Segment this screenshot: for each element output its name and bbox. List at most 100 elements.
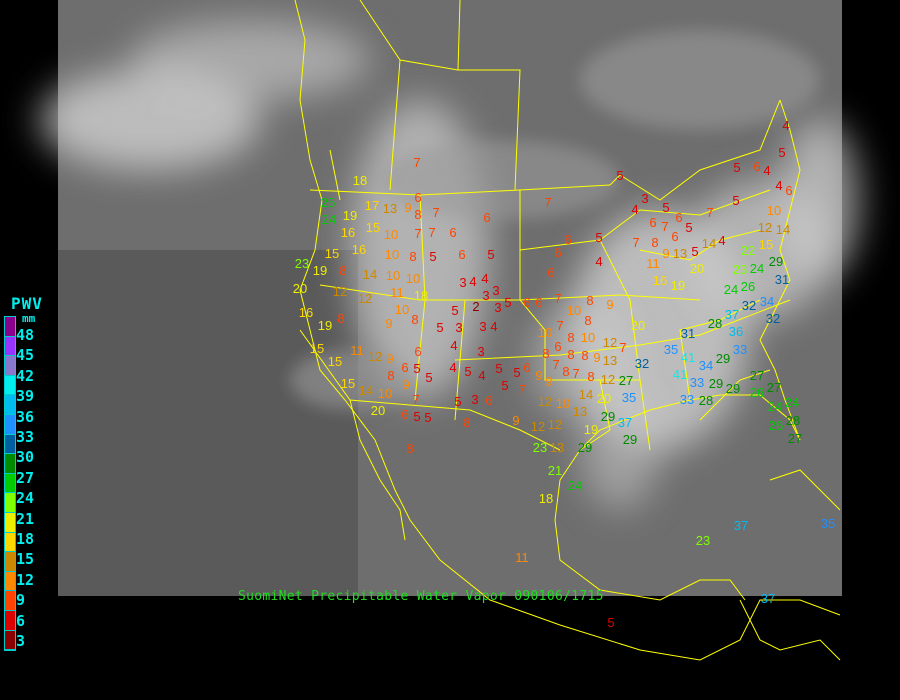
station-pwv-value: 26	[750, 385, 764, 400]
station-pwv-value: 29	[709, 376, 723, 391]
station-pwv-value: 10	[395, 302, 409, 317]
station-pwv-value: 28	[786, 413, 800, 428]
station-pwv-value: 4	[631, 202, 638, 217]
station-pwv-value: 15	[310, 341, 324, 356]
station-pwv-value: 12	[758, 220, 772, 235]
station-pwv-value: 9	[545, 374, 552, 389]
station-pwv-value: 7	[556, 318, 563, 333]
station-pwv-value: 12	[603, 335, 617, 350]
legend-swatch	[5, 610, 15, 631]
station-pwv-value: 8	[586, 293, 593, 308]
station-pwv-value: 9	[385, 316, 392, 331]
station-pwv-value: 18	[414, 288, 428, 303]
legend-swatches	[4, 316, 16, 652]
station-pwv-value: 24	[785, 395, 799, 410]
station-pwv-value: 12	[368, 349, 382, 364]
station-pwv-value: 6	[535, 295, 542, 310]
station-pwv-value: 7	[554, 291, 561, 306]
station-pwv-value: 4	[478, 368, 485, 383]
station-pwv-value: 2	[472, 299, 479, 314]
station-pwv-value: 26	[769, 418, 783, 433]
station-pwv-value: 29	[726, 381, 740, 396]
station-pwv-value: 6	[554, 339, 561, 354]
station-pwv-value: 10	[385, 247, 399, 262]
station-pwv-value: 13	[673, 246, 687, 261]
station-pwv-value: 24	[768, 399, 782, 414]
station-pwv-value: 35	[821, 516, 835, 531]
station-pwv-value: 7	[413, 155, 420, 170]
station-pwv-value: 7	[661, 219, 668, 234]
legend-label: 45	[16, 346, 35, 365]
station-pwv-value: 5	[607, 615, 614, 630]
station-pwv-value: 5	[425, 370, 432, 385]
legend-label: 27	[16, 468, 35, 487]
station-pwv-value: 10	[556, 396, 570, 411]
station-pwv-value: 13	[550, 440, 564, 455]
station-pwv-value: 19	[584, 422, 598, 437]
station-pwv-value: 6	[414, 190, 421, 205]
station-pwv-value: 5	[685, 220, 692, 235]
station-pwv-value: 11	[390, 285, 404, 300]
station-pwv-value: 14	[579, 387, 593, 402]
legend-label: 42	[16, 366, 35, 385]
legend-label: 36	[16, 407, 35, 426]
station-pwv-value: 16	[352, 242, 366, 257]
station-pwv-value: 4	[595, 254, 602, 269]
station-pwv-value: 27	[767, 380, 781, 395]
station-pwv-value: 7	[572, 366, 579, 381]
station-pwv-value: 14	[363, 267, 377, 282]
station-pwv-value: 15	[341, 376, 355, 391]
station-pwv-value: 4	[782, 118, 789, 133]
station-pwv-value: 13	[383, 201, 397, 216]
station-pwv-value: 35	[664, 342, 678, 357]
station-pwv-value: 32	[635, 356, 649, 371]
station-pwv-value: 8	[587, 369, 594, 384]
station-pwv-value: 20	[371, 403, 385, 418]
station-pwv-value: 3	[494, 300, 501, 315]
station-pwv-value: 41	[681, 350, 695, 365]
station-pwv-value: 7	[619, 340, 626, 355]
station-pwv-value: 15	[328, 354, 342, 369]
political-boundaries	[294, 0, 841, 661]
station-pwv-value: 18	[539, 491, 553, 506]
legend-label: 48	[16, 326, 35, 344]
station-pwv-value: 12	[601, 372, 615, 387]
station-pwv-value: 7	[414, 226, 421, 241]
station-pwv-value: 3	[492, 283, 499, 298]
station-pwv-value: 5	[451, 303, 458, 318]
station-pwv-value: 37	[618, 415, 632, 430]
station-pwv-value: 4	[450, 338, 457, 353]
station-pwv-value: 15	[325, 246, 339, 261]
station-pwv-value: 33	[733, 342, 747, 357]
station-pwv-value: 16	[653, 273, 667, 288]
station-pwv-value: 10	[538, 325, 552, 340]
station-pwv-value: 3	[471, 392, 478, 407]
station-pwv-value: 17	[365, 198, 379, 213]
station-pwv-value: 4	[449, 360, 456, 375]
station-pwv-value: 8	[337, 311, 344, 326]
legend-swatch	[5, 454, 15, 474]
station-pwv-value: 12	[358, 291, 372, 306]
station-pwv-value: 21	[548, 463, 562, 478]
station-pwv-value: 19	[343, 208, 357, 223]
legend-swatch	[5, 434, 15, 455]
station-pwv-value: 15	[759, 237, 773, 252]
station-pwv-value: 7	[552, 357, 559, 372]
station-pwv-value: 36	[729, 324, 743, 339]
station-pwv-value: 24	[724, 282, 738, 297]
station-pwv-value: 8	[406, 441, 413, 456]
station-pwv-value: 23	[533, 440, 547, 455]
legend-swatch	[5, 336, 15, 357]
station-pwv-value: 27	[750, 368, 764, 383]
station-pwv-value: 37	[734, 518, 748, 533]
station-pwv-value: 27	[788, 431, 802, 446]
station-pwv-value: 4	[481, 271, 488, 286]
station-pwv-value: 14	[359, 383, 373, 398]
station-pwv-value: 16	[299, 305, 313, 320]
legend-swatch	[5, 552, 15, 572]
station-pwv-value: 5	[501, 378, 508, 393]
station-pwv-value: 9	[386, 351, 393, 366]
legend-swatch	[5, 317, 15, 337]
station-pwv-value: 7	[518, 382, 525, 397]
station-pwv-value: 5	[595, 230, 602, 245]
